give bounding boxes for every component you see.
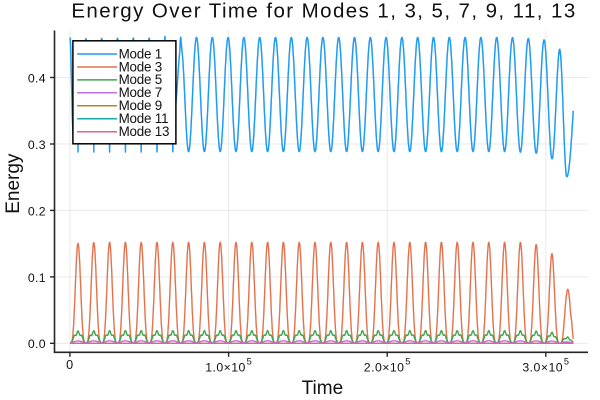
svg-text:Time: Time bbox=[302, 378, 344, 399]
svg-text:0.4: 0.4 bbox=[28, 71, 46, 85]
svg-text:Mode 11: Mode 11 bbox=[119, 111, 169, 126]
svg-text:2.0×10: 2.0×10 bbox=[364, 361, 405, 375]
svg-text:Energy Over Time for Modes 1,: Energy Over Time for Modes 1, 3, 5, 7, 9… bbox=[71, 0, 576, 23]
svg-text:0: 0 bbox=[66, 358, 73, 372]
svg-text:Mode 1: Mode 1 bbox=[119, 46, 162, 61]
svg-text:1.0×10: 1.0×10 bbox=[205, 361, 246, 375]
svg-text:Mode 5: Mode 5 bbox=[119, 72, 162, 87]
svg-text:Energy: Energy bbox=[3, 153, 24, 214]
svg-text:Mode 9: Mode 9 bbox=[119, 98, 162, 113]
svg-text:5: 5 bbox=[247, 356, 252, 366]
svg-text:Mode 13: Mode 13 bbox=[119, 124, 170, 139]
svg-text:0.3: 0.3 bbox=[28, 138, 46, 152]
svg-text:5: 5 bbox=[405, 356, 410, 366]
svg-text:Mode 3: Mode 3 bbox=[119, 59, 162, 74]
svg-text:0.2: 0.2 bbox=[28, 204, 46, 218]
svg-text:Mode 7: Mode 7 bbox=[119, 85, 162, 100]
svg-text:0.1: 0.1 bbox=[28, 271, 46, 285]
svg-text:5: 5 bbox=[564, 356, 569, 366]
svg-text:0.0: 0.0 bbox=[28, 337, 46, 351]
svg-text:3.0×10: 3.0×10 bbox=[522, 361, 563, 375]
